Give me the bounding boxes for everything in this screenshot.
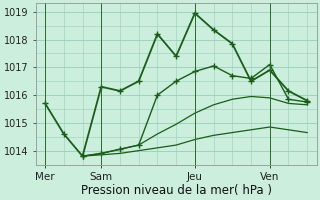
- X-axis label: Pression niveau de la mer( hPa ): Pression niveau de la mer( hPa ): [81, 184, 272, 197]
